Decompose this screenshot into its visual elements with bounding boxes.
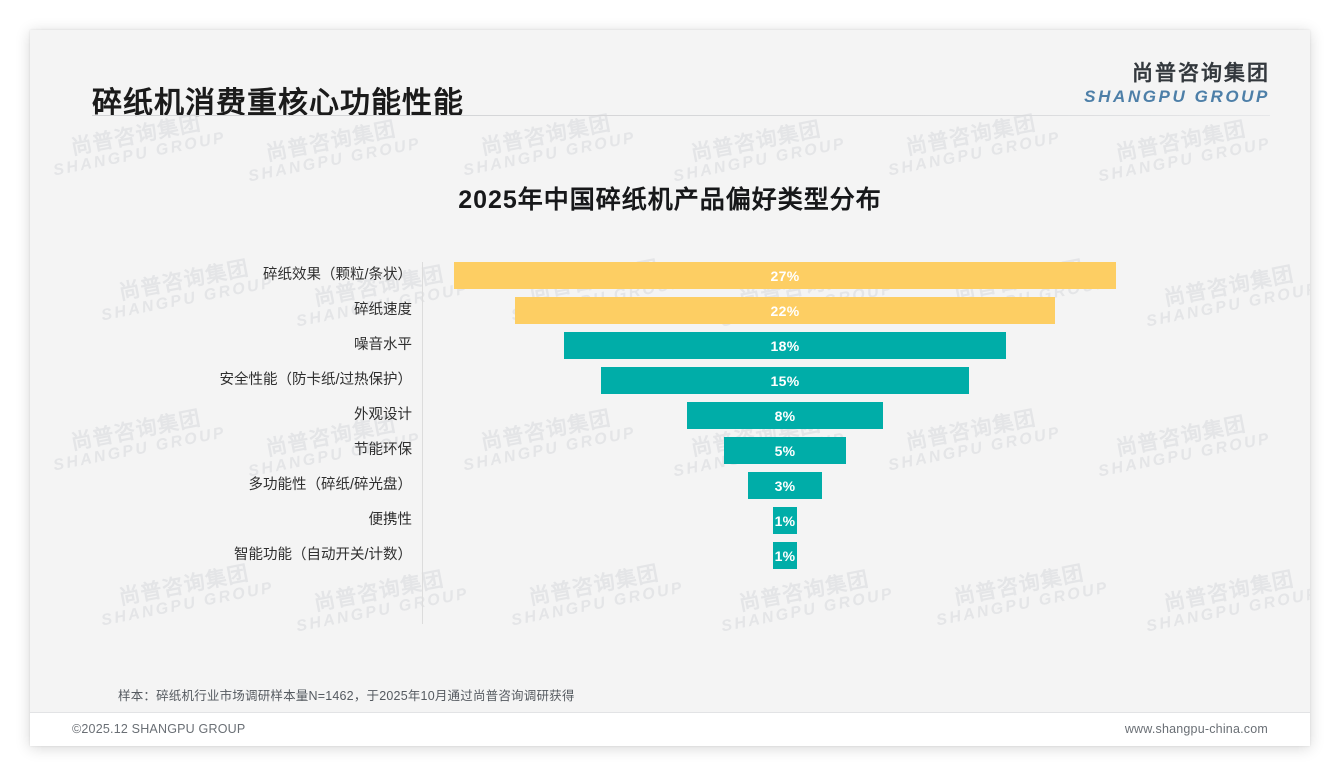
chart-source-note: 样本：碎纸机行业市场调研样本量N=1462，于2025年10月通过尚普咨询调研获… [118,689,575,703]
bar-value-label: 8% [774,407,796,424]
category-label: 碎纸效果（颗粒/条状） [262,267,412,283]
chart-row: 智能功能（自动开关/计数） 1% [30,542,1310,569]
bar-value-label: 1% [774,547,796,564]
funnel-bar[interactable]: 22% [515,297,1055,324]
bar-value-label: 5% [774,442,796,459]
bar-value-label: 27% [770,267,800,284]
slide-footer: ©2025.12 SHANGPU GROUP www.shangpu-china… [30,713,1310,746]
funnel-chart: 碎纸效果（颗粒/条状） 27% 碎纸速度 22% 噪音水平 18% 安全性能（防卡纸/过热保… [30,262,1310,632]
chart-row: 外观设计 8% [30,402,1310,429]
category-label: 碎纸速度 [354,302,412,318]
chart-row: 碎纸速度 22% [30,297,1310,324]
footer-divider [30,712,1310,713]
funnel-bar[interactable]: 1% [772,507,798,534]
bar-value-label: 22% [770,302,800,319]
funnel-bar[interactable]: 15% [601,367,969,394]
slide-header: 碎纸机消费重核心功能性能 尚普咨询集团 SHANGPU GROUP [30,30,1310,122]
funnel-bar[interactable]: 8% [686,402,884,429]
logo-chinese-text: 尚普咨询集团 [1132,62,1270,85]
chart-row: 噪音水平 18% [30,332,1310,359]
bar-value-label: 15% [770,372,800,389]
funnel-bar[interactable]: 18% [564,332,1006,359]
bar-value-label: 3% [774,477,796,494]
page-title: 碎纸机消费重核心功能性能 [92,87,464,120]
chart-row: 多功能性（碎纸/碎光盘） 3% [30,472,1310,499]
footer-website: www.shangpu-china.com [1124,722,1268,736]
chart-row: 便携性 1% [30,507,1310,534]
slide-canvas: 尚普咨询集团 SHANGPU GROUP 尚普咨询集团 SHANGPU GROUP 尚普… [30,30,1310,746]
chart-axis-line [422,262,423,624]
footer-copyright: ©2025.12 SHANGPU GROUP [72,722,246,736]
category-label: 安全性能（防卡纸/过热保护） [219,372,412,388]
category-label: 多功能性（碎纸/碎光盘） [248,477,412,493]
bar-value-label: 18% [770,337,800,354]
funnel-bar[interactable]: 1% [772,542,798,569]
chart-title: 2025年中国碎纸机产品偏好类型分布 [458,186,882,214]
category-label: 节能环保 [354,442,412,458]
category-label: 智能功能（自动开关/计数） [233,547,412,563]
bar-value-label: 1% [774,512,796,529]
logo-english-text: SHANGPU GROUP [1084,86,1270,106]
category-label: 噪音水平 [354,337,412,353]
header-divider [92,115,1270,116]
chart-row: 安全性能（防卡纸/过热保护） 15% [30,367,1310,394]
chart-row: 节能环保 5% [30,437,1310,464]
category-label: 便携性 [368,512,413,528]
category-label: 外观设计 [354,407,412,423]
funnel-bar[interactable]: 27% [454,262,1116,289]
funnel-bar[interactable]: 3% [748,472,822,499]
brand-logo: 尚普咨询集团 SHANGPU GROUP [1084,62,1270,107]
chart-row: 碎纸效果（颗粒/条状） 27% [30,262,1310,289]
funnel-bar[interactable]: 5% [723,437,847,464]
chart-area: 2025年中国碎纸机产品偏好类型分布 碎纸效果（颗粒/条状） 27% 碎纸速度 22%… [30,122,1310,682]
